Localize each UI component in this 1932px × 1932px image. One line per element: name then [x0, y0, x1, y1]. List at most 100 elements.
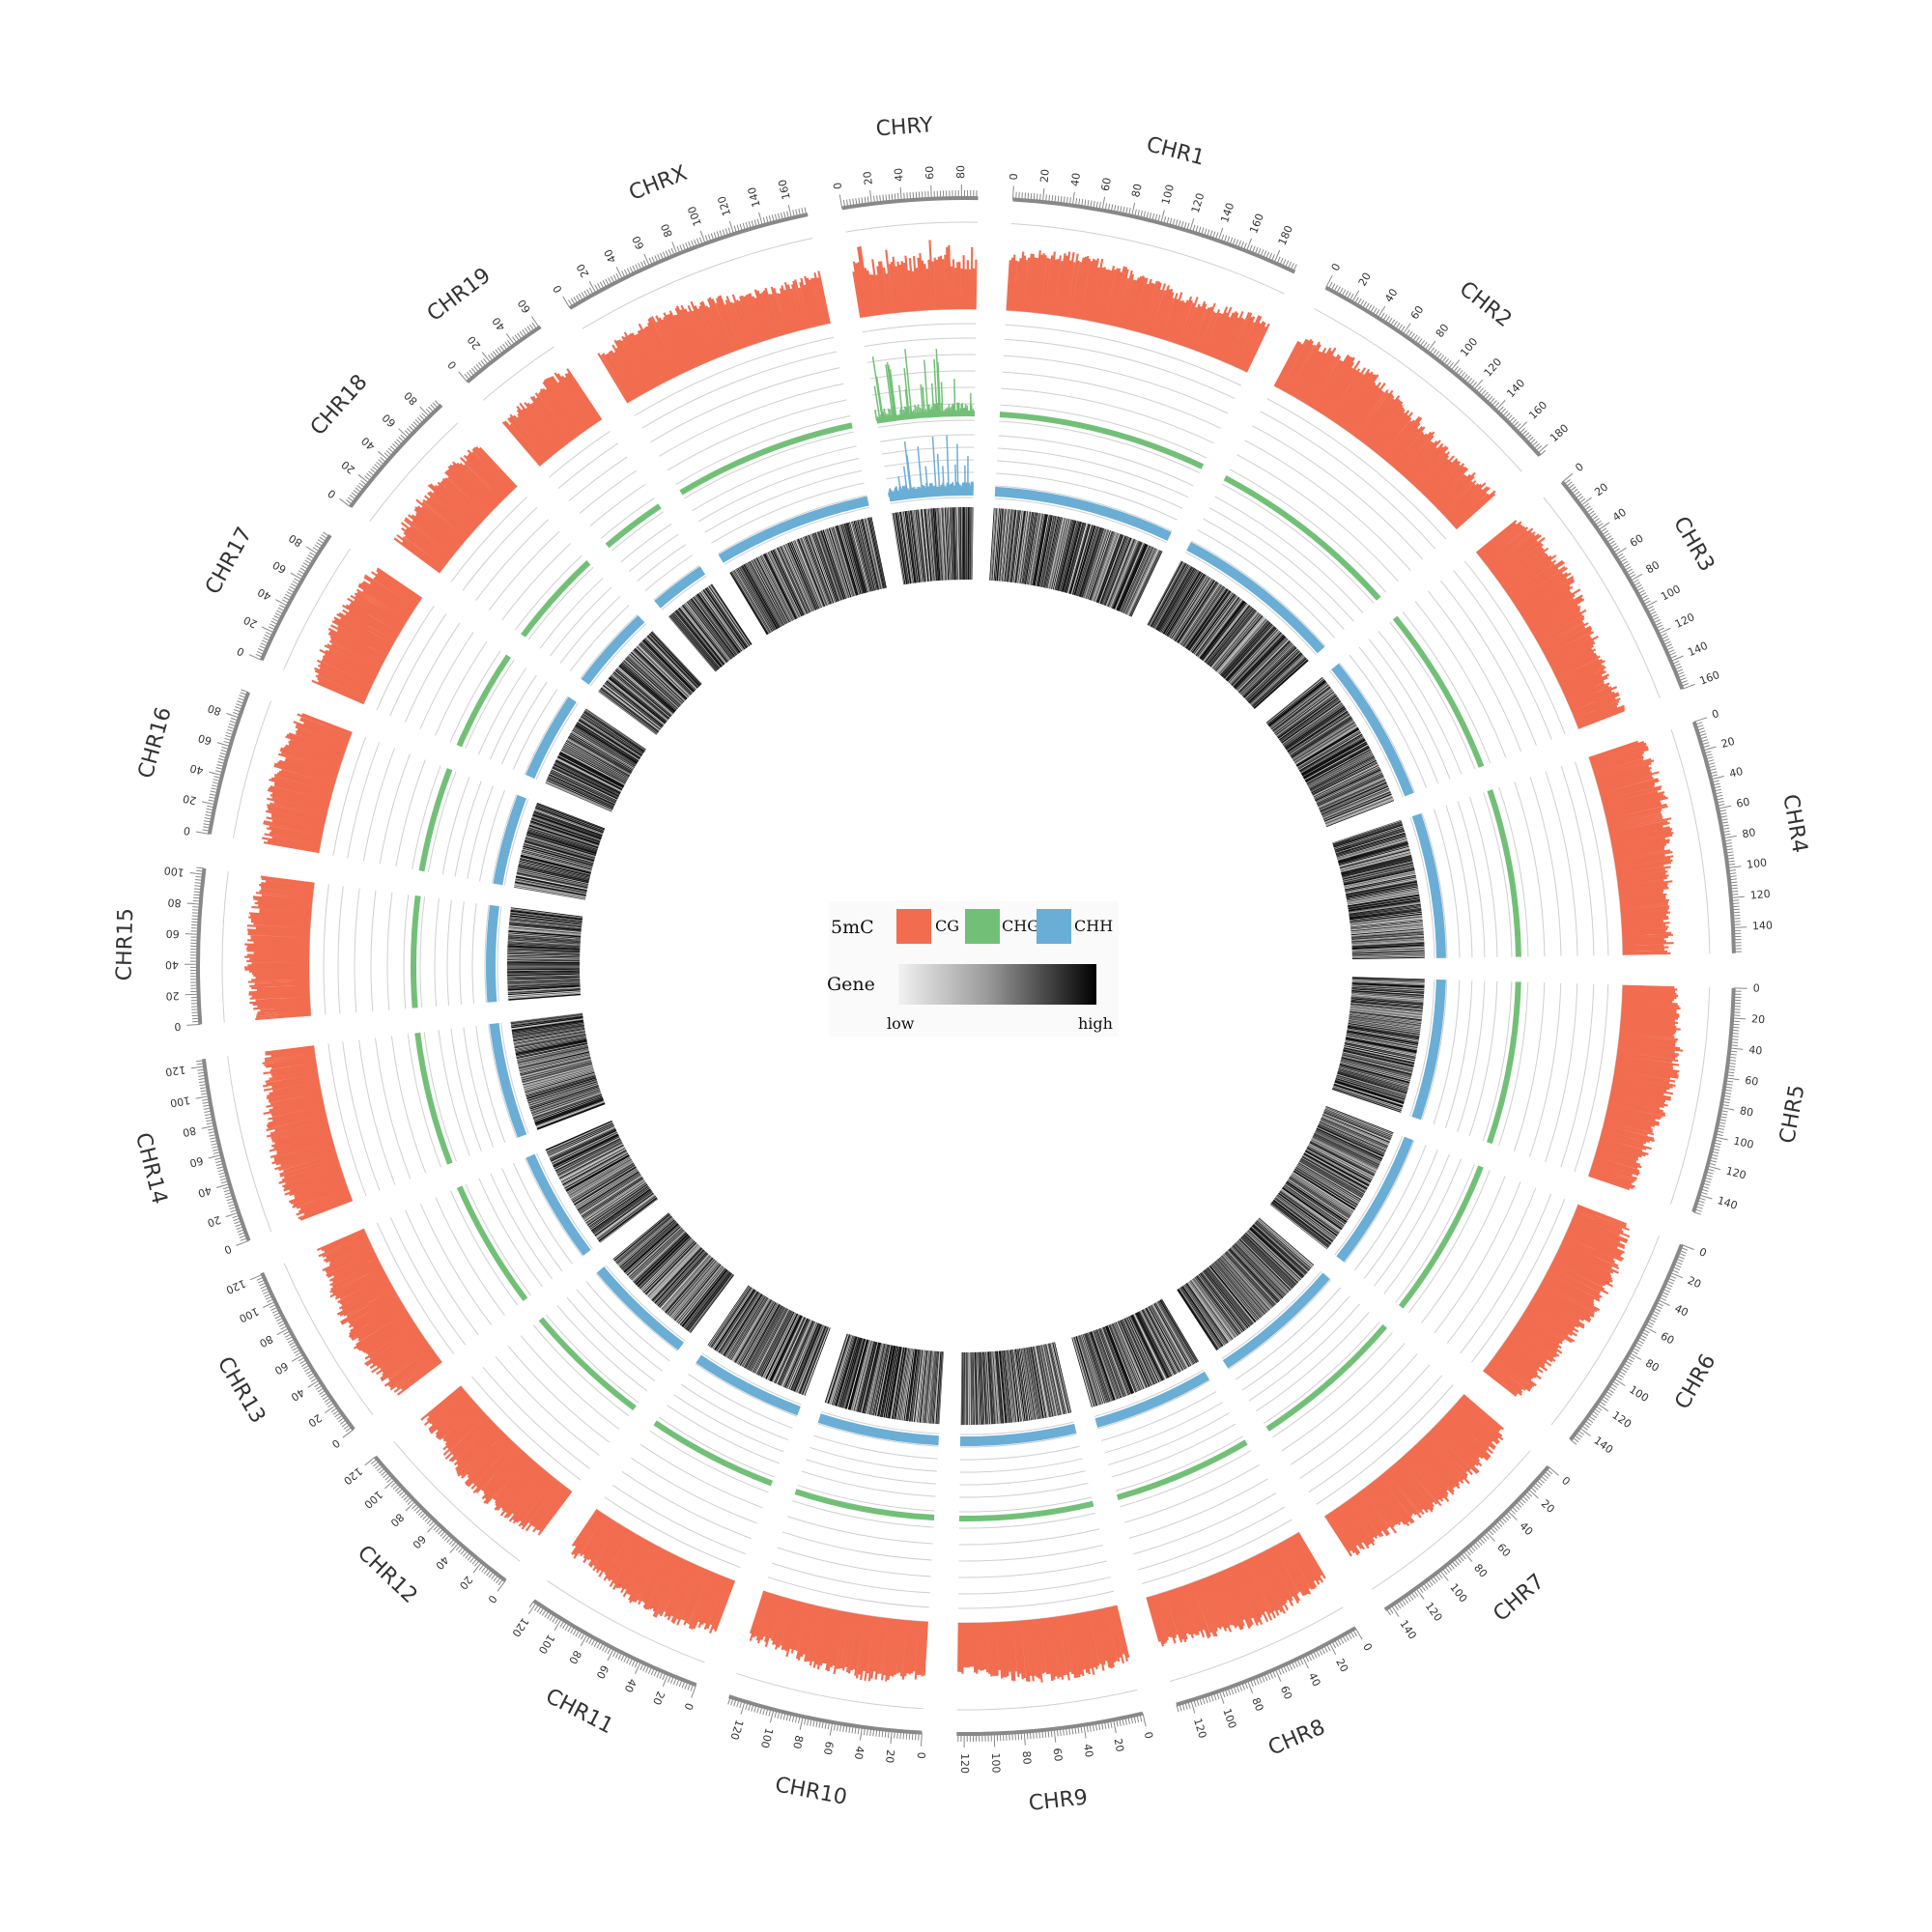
grid-arc-chr12-11: [585, 1281, 670, 1362]
tick-label-chr15-100: 100: [163, 864, 185, 878]
grid-arc-chr5-9: [1457, 980, 1486, 1133]
grid-arc-chr19-10: [637, 544, 686, 582]
axis-ticks-chr16: [195, 689, 249, 835]
tick-label-chr11-100: 100: [536, 1633, 557, 1657]
grid-arc-chr4-9: [1457, 801, 1486, 958]
grid-arc-chr16-6: [412, 765, 441, 870]
grid-arc-chr6-13: [1334, 1135, 1404, 1256]
grid-arc-chr2-12: [1191, 540, 1326, 647]
tick-label-chr12-40: 40: [433, 1553, 451, 1572]
gene-lines-chr8-2: [1072, 1301, 1193, 1407]
grid-arc-chr19-4: [579, 469, 637, 514]
grid-arc-chr9-8: [959, 1482, 1089, 1498]
tick-label-chr2-160: 160: [1526, 399, 1549, 422]
grid-arc-chr12-5: [520, 1335, 620, 1430]
tick-label-chr5-80: 80: [1739, 1104, 1754, 1119]
axis-ticks-chr1: [1012, 185, 1297, 272]
grid-arc-chr7-13: [1221, 1270, 1322, 1359]
grid-arc-chr17-6: [449, 650, 501, 743]
grid-arc-chr3-9: [1368, 639, 1451, 780]
axis-arc-chr3: [1560, 480, 1685, 691]
axis-arc-chr11: [532, 1599, 697, 1688]
grid-arc-chr9-5: [958, 1528, 1099, 1546]
grid-arc-chr17-10: [500, 681, 548, 765]
cg-bars-chr19: [501, 368, 603, 467]
grid-arc-chr9-outer: [956, 1689, 1138, 1711]
tick-label-chrx-100: 100: [686, 205, 704, 228]
grid-arc-chr11-7: [658, 1416, 775, 1478]
chromosome-label-chr16: CHR16: [134, 705, 177, 781]
gene-lines-chr4-2: [1334, 827, 1425, 957]
grid-arc-chr10-1: [767, 1577, 929, 1608]
grid-arc-chr19-7: [611, 511, 665, 552]
tick-label-chr7-40: 40: [1517, 1520, 1535, 1538]
tick-label-chr4-140: 140: [1752, 919, 1774, 932]
grid-arc-chr18-4: [488, 530, 560, 611]
chg-band-chr3: [1392, 615, 1485, 768]
chromosome-label-chr8: CHR8: [1264, 1716, 1328, 1761]
axis-ticks-chr3: [1561, 472, 1695, 690]
tick-label-chry-0: 0: [831, 182, 844, 190]
tick-label-chr9-40: 40: [1081, 1743, 1095, 1758]
tick-label-chr13-20: 20: [305, 1411, 324, 1430]
grid-arc-chr5-13: [1408, 979, 1435, 1117]
grid-arc-chr9-0: [957, 1605, 1118, 1624]
tick-label-chr2-20: 20: [1356, 270, 1374, 289]
tick-label-chr3-120: 120: [1673, 611, 1697, 631]
gene-lines-chr15-2: [506, 908, 583, 997]
grid-arc-chr9-9: [959, 1470, 1086, 1486]
grid-arc-chr6-7: [1395, 1163, 1475, 1303]
grid-arc-chr18-10: [559, 595, 621, 665]
grid-arc-chr6-4: [1434, 1181, 1521, 1334]
gene-density-track: [506, 506, 1425, 1426]
tick-label-chr11-40: 40: [622, 1677, 639, 1694]
cg-bars-chr15: [244, 875, 315, 1020]
tick-label-chr7-100: 100: [1447, 1581, 1469, 1605]
grid-arc-chr19-11: [644, 554, 694, 591]
grid-arc-chr8-8: [1111, 1423, 1236, 1478]
tick-label-chr14-120: 120: [164, 1064, 186, 1079]
grid-arc-chr17-4: [419, 632, 474, 729]
chg-band-chr15: [411, 895, 421, 1009]
grid-arc-chr1-3: [1003, 355, 1229, 414]
tick-label-chr18-40: 40: [359, 434, 378, 452]
gene-lines-chr3-2: [1269, 682, 1393, 825]
cg-bars-chr10: [749, 1590, 928, 1682]
tick-label-chr2-60: 60: [1408, 303, 1427, 322]
grid-arc-chr8-outer: [1169, 1606, 1344, 1683]
gene-lines-chr8-1: [1077, 1298, 1199, 1406]
chg-band-chrx: [679, 422, 853, 496]
chg-band-chr16: [418, 768, 453, 872]
chg-band-chr7: [1265, 1323, 1388, 1432]
gene-lines-chr2-1: [1148, 560, 1309, 709]
tick-label-chr10-120: 120: [727, 1719, 745, 1742]
tick-label-chr12-80: 80: [387, 1511, 406, 1529]
grid-arc-chr13-6: [450, 1190, 519, 1306]
grid-arc-chr13-9: [490, 1173, 554, 1280]
grid-arc-chr9-10: [959, 1458, 1083, 1473]
tick-label-chr10-100: 100: [758, 1726, 776, 1749]
tick-label-chr9-0: 0: [1142, 1730, 1155, 1740]
chh-band-chr15: [485, 904, 499, 1003]
chh-band-chr8: [1094, 1371, 1210, 1428]
tick-label-chr6-120: 120: [1609, 1408, 1634, 1431]
legend-swatch-chg: [965, 909, 1000, 944]
tick-label-chrx-80: 80: [659, 222, 675, 240]
chromosome-label-chr4: CHR4: [1777, 792, 1811, 855]
tick-label-chr5-20: 20: [1751, 1012, 1766, 1026]
grid-arc-chr6-0: [1482, 1204, 1579, 1372]
grid-arc-chr1-1: [1005, 324, 1241, 386]
grid-arc-chr15-6: [403, 895, 410, 1009]
grid-arc-chr5-8: [1468, 980, 1498, 1137]
cg-bars-chr14: [262, 1045, 353, 1221]
grid-arc-chr10-9: [806, 1459, 937, 1485]
grid-arc-chr8-2: [1138, 1506, 1285, 1571]
cg-bars-chr12: [420, 1385, 573, 1536]
chg-band-chr6: [1398, 1165, 1484, 1309]
grid-arc-chrx-2: [641, 351, 838, 429]
gene-lines-chr5-2: [1333, 980, 1425, 1106]
grid-arc-chr17-0: [362, 597, 423, 705]
grid-arc-chr15-5: [386, 892, 393, 1010]
gene-lines-chr18-2: [599, 636, 697, 734]
grid-arc-chr11-12: [695, 1363, 798, 1417]
